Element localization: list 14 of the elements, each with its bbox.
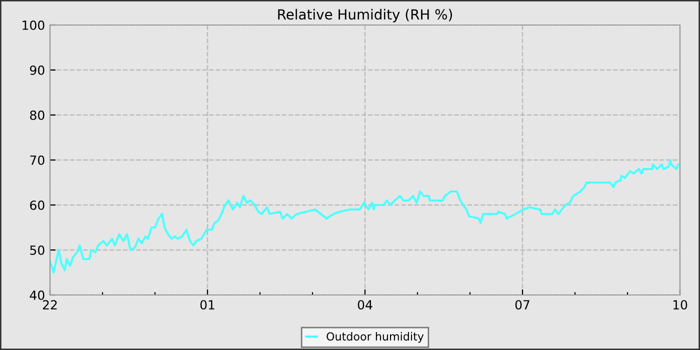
x-tick-label: 01 bbox=[200, 300, 214, 310]
x-tick-label: 07 bbox=[515, 300, 530, 310]
x-tick-label: 10 bbox=[673, 300, 688, 310]
y-tick-label: 60 bbox=[30, 200, 44, 210]
y-tick-label: 50 bbox=[30, 245, 44, 255]
y-tick-label: 80 bbox=[30, 110, 44, 120]
y-tick-label: 90 bbox=[30, 65, 44, 75]
x-tick-label: 04 bbox=[358, 300, 372, 310]
legend-label: Outdoor humidity bbox=[326, 332, 424, 343]
y-tick-label: 70 bbox=[30, 155, 44, 165]
chart-title: Relative Humidity (RH %) bbox=[278, 8, 452, 22]
y-tick-label: 40 bbox=[30, 290, 44, 300]
y-tick-label: 100 bbox=[22, 20, 44, 30]
x-tick-label: 22 bbox=[42, 300, 57, 310]
